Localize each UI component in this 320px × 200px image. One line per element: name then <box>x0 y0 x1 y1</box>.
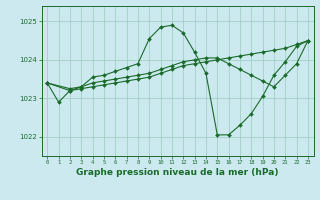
X-axis label: Graphe pression niveau de la mer (hPa): Graphe pression niveau de la mer (hPa) <box>76 168 279 177</box>
